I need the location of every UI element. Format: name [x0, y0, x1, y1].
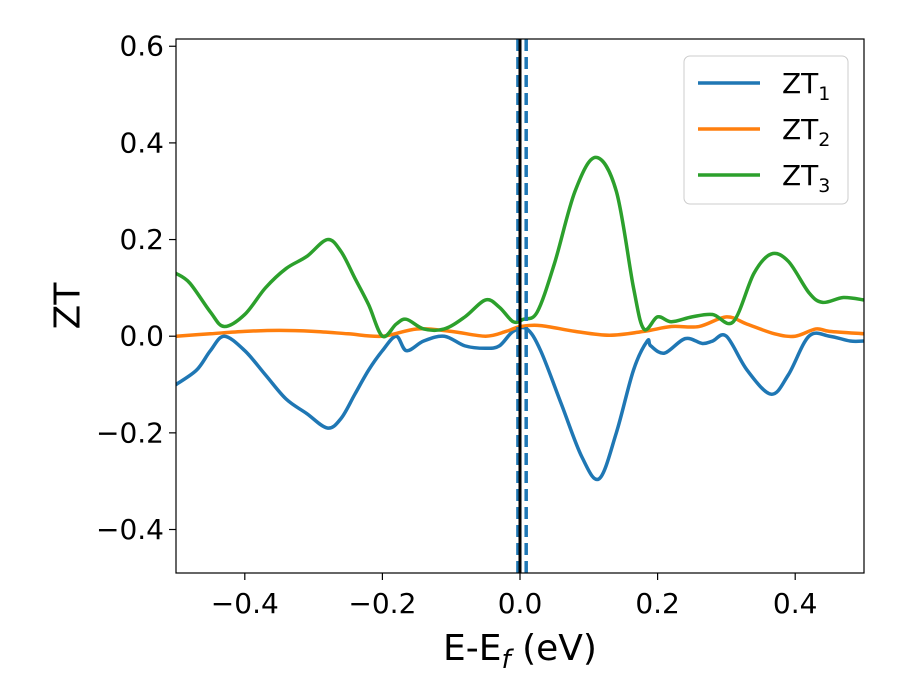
series-line-zt3: [176, 155, 864, 339]
legend-label-zt1: ZT1: [782, 67, 830, 105]
legend: ZT1 ZT2 ZT3: [683, 55, 849, 205]
x-tick-label: 0.0: [498, 587, 543, 620]
y-tick-label: −0.2: [96, 416, 164, 449]
x-tick-label: 0.2: [635, 587, 680, 620]
legend-label-zt3: ZT3: [782, 159, 830, 197]
y-tick-label: 0.6: [119, 30, 164, 63]
x-tick-label: 0.4: [773, 587, 818, 620]
y-axis: −0.4 −0.2 0.0 0.2 0.4 0.6: [96, 30, 176, 546]
plot-area: [176, 39, 864, 573]
y-tick-label: 0.0: [119, 320, 164, 353]
y-tick-label: 0.4: [119, 126, 164, 159]
x-axis-title: E-Ef (eV): [443, 628, 597, 675]
x-axis: −0.4 −0.2 0.0 0.2 0.4: [211, 573, 818, 620]
y-tick-label: −0.4: [96, 513, 164, 546]
series-line-zt2: [176, 315, 864, 339]
legend-box: [683, 55, 849, 205]
x-tick-label: −0.2: [348, 587, 416, 620]
y-axis-title: ZT: [48, 282, 89, 330]
legend-label-zt2: ZT2: [782, 113, 830, 151]
x-tick-label: −0.4: [211, 587, 279, 620]
y-tick-label: 0.2: [119, 223, 164, 256]
